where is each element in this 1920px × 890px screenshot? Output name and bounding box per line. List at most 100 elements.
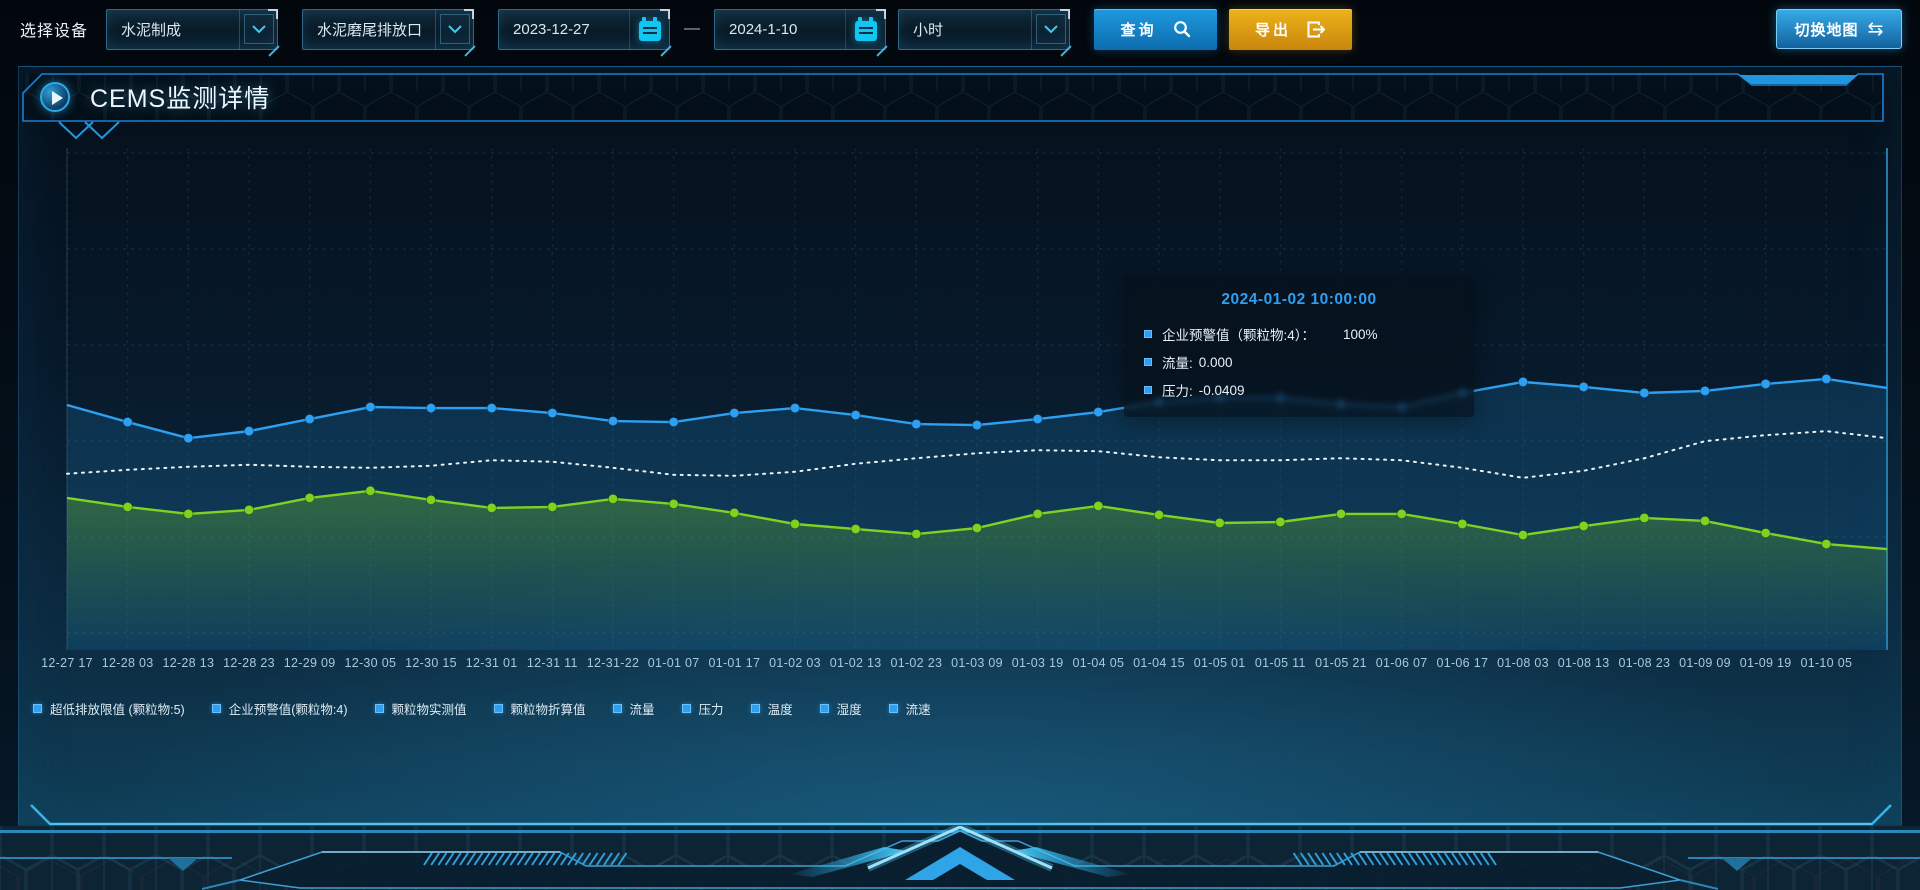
export-button[interactable]: 导出 <box>1229 8 1353 50</box>
start-date-value: 2023-12-27 <box>513 20 590 38</box>
blue-line-point <box>971 419 983 431</box>
legend-item[interactable]: 流速 <box>888 699 931 718</box>
chevron-down-icon <box>239 8 277 50</box>
panel-title: CEMS监测详情 <box>90 85 271 113</box>
calendar-icon <box>629 8 669 50</box>
blue-line-point <box>607 415 619 427</box>
panel-header: CEMS监测详情 <box>23 73 1885 121</box>
green-line-point <box>1335 508 1347 520</box>
device-select-label: 选择设备 <box>20 23 89 40</box>
blue-line-point <box>547 407 558 419</box>
legend-item[interactable]: 流量 <box>612 699 655 718</box>
legend-marker-icon <box>33 704 42 713</box>
legend-marker-icon <box>750 704 760 713</box>
chevron-down-icon <box>1031 8 1069 50</box>
outlet-select-value: 水泥磨尾排放口 <box>317 21 423 39</box>
device-select[interactable]: 水泥制成 <box>106 8 279 50</box>
green-line-point <box>1760 527 1771 539</box>
legend-label: 流速 <box>905 703 931 717</box>
green-line-point <box>1153 509 1165 521</box>
export-button-label: 导出 <box>1255 21 1292 39</box>
legend-label: 温度 <box>767 703 793 717</box>
legend-item[interactable]: 超低排放限值 (颗粒物:5) <box>33 699 185 718</box>
legend-label: 超低排放限值 (颗粒物:5) <box>50 703 185 717</box>
green-line-point <box>304 492 315 504</box>
end-date-input[interactable]: 2024-1-10 <box>714 8 887 50</box>
tooltip-row: 压力: -0.0409 <box>1144 380 1454 400</box>
legend-marker-icon <box>612 704 622 713</box>
blue-line-point <box>850 409 861 421</box>
tooltip-title: 2024-01-02 10:00:00 <box>1221 291 1377 308</box>
interval-select[interactable]: 小时 <box>898 8 1071 50</box>
blue-line-point <box>1093 406 1104 418</box>
tooltip-series-marker-icon <box>1144 358 1152 366</box>
legend-label: 压力 <box>698 703 724 717</box>
green-line-point <box>729 507 740 519</box>
calendar-icon <box>845 8 885 50</box>
green-line-point <box>1396 508 1407 520</box>
query-button-label: 查询 <box>1120 21 1157 39</box>
legend-label: 流量 <box>629 703 655 717</box>
legend-item[interactable]: 压力 <box>681 699 724 718</box>
blue-line-point <box>668 416 679 428</box>
tooltip-row-label: 企业预警值（颗粒物:4）： <box>1162 328 1316 343</box>
blue-line-point <box>789 402 801 414</box>
green-line-point <box>365 485 376 497</box>
outlet-select[interactable]: 水泥磨尾排放口 <box>302 8 475 50</box>
tooltip-row: 企业预警值（颗粒物:4）： 100% <box>1144 324 1454 344</box>
blue-line-point <box>425 402 437 414</box>
legend-marker-icon <box>681 704 691 713</box>
legend-label: 企业预警值(颗粒物:4) <box>228 703 348 717</box>
green-line-point <box>1275 516 1286 528</box>
legend-marker-icon <box>374 704 384 713</box>
blue-line-point <box>911 418 922 430</box>
blue-line-point <box>1699 385 1711 397</box>
chevron-down-icon <box>435 8 473 50</box>
blue-line-point <box>1639 387 1650 399</box>
green-line-point <box>911 528 922 540</box>
green-line-point <box>425 494 437 506</box>
start-date-input[interactable]: 2023-12-27 <box>498 8 671 50</box>
legend-item[interactable]: 企业预警值(颗粒物:4) <box>211 699 348 718</box>
end-date-value: 2024-1-10 <box>729 20 798 38</box>
switch-map-button[interactable]: 切换地图 ⇆ <box>1776 9 1902 49</box>
green-line-point <box>1457 518 1468 530</box>
green-line-point <box>1517 529 1529 541</box>
tooltip-series-marker-icon <box>1144 330 1152 338</box>
legend-item[interactable]: 颗粒物实测值 <box>374 699 467 718</box>
legend-item[interactable]: 颗粒物折算值 <box>493 699 586 718</box>
chart-legend: 超低排放限值 (颗粒物:5) 企业预警值(颗粒物:4) 颗粒物实测值 颗粒物折算值 流量… <box>33 699 931 718</box>
interval-select-value: 小时 <box>913 21 944 39</box>
tooltip-row-value: 100% <box>1343 326 1378 342</box>
legend-item[interactable]: 湿度 <box>819 699 862 718</box>
legend-label: 颗粒物实测值 <box>391 703 467 717</box>
cems-panel: CEMS监测详情 12-27 17 12-28 03 12-28 13 12-28 2… <box>18 66 1902 826</box>
switch-map-label: 切换地图 <box>1794 21 1859 39</box>
green-line-point <box>1821 538 1832 550</box>
blue-line-point <box>122 416 133 428</box>
tooltip-rows: 企业预警值（颗粒物:4）： 100% 流量: 0.000 压力: -0.0409 <box>1144 324 1454 400</box>
legend-marker-icon <box>211 704 221 713</box>
legend-item[interactable]: 温度 <box>750 699 793 718</box>
legend-marker-icon <box>493 704 503 713</box>
tooltip-series-marker-icon <box>1144 386 1152 394</box>
query-button[interactable]: 查询 <box>1094 8 1218 50</box>
toolbar: 选择设备 水泥制成 水泥磨尾排放口 2023-12-27 — 2024-1-10… <box>0 0 1920 58</box>
legend-marker-icon <box>819 704 829 713</box>
blue-line-point <box>1032 413 1043 425</box>
green-line-point <box>183 508 194 520</box>
play-icon <box>40 82 70 112</box>
blue-line-point <box>729 407 740 419</box>
green-line-point <box>1214 517 1225 529</box>
blue-line-point <box>1578 381 1589 393</box>
tooltip-row-value: 0.000 <box>1198 354 1233 370</box>
blue-line-point <box>1517 376 1529 388</box>
search-icon <box>1173 21 1190 38</box>
device-select-value: 水泥制成 <box>121 21 182 39</box>
legend-marker-icon <box>888 704 898 713</box>
blue-line-point <box>243 425 255 437</box>
export-icon <box>1307 21 1326 37</box>
green-line-point <box>971 522 983 534</box>
green-line-point <box>1578 520 1589 532</box>
